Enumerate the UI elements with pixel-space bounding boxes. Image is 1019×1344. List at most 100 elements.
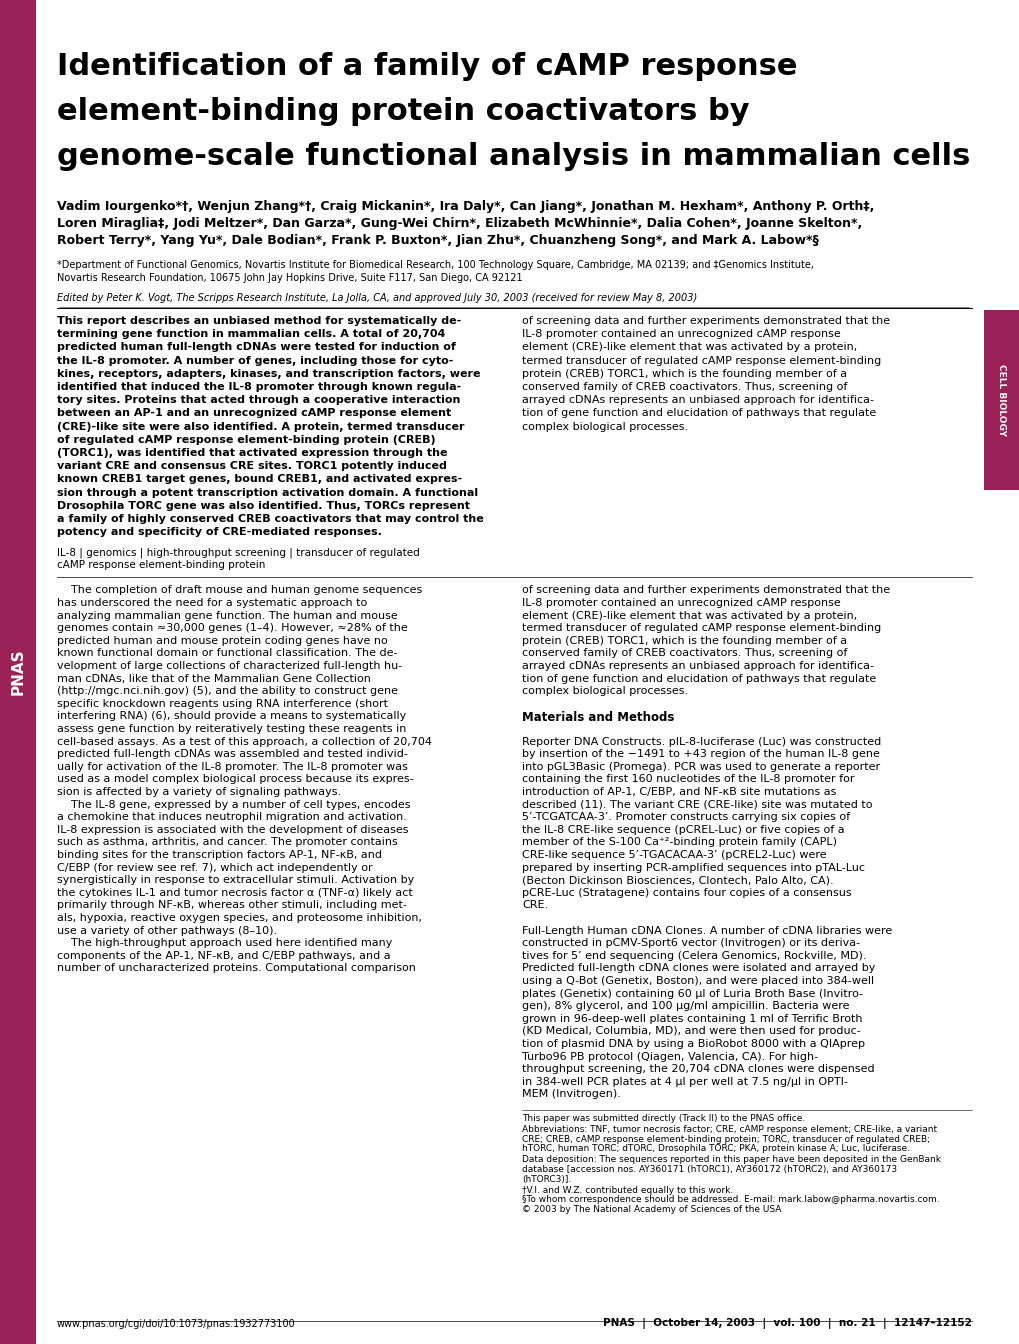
Text: arrayed cDNAs represents an unbiased approach for identifica-: arrayed cDNAs represents an unbiased app… [522,661,873,671]
Text: components of the AP-1, NF-κB, and C/EBP pathways, and a: components of the AP-1, NF-κB, and C/EBP… [57,950,390,961]
Text: tion of gene function and elucidation of pathways that regulate: tion of gene function and elucidation of… [522,409,875,418]
Bar [983,310,1019,491]
Text: sion is affected by a variety of signaling pathways.: sion is affected by a variety of signali… [57,788,340,797]
Text: MEM (Invitrogen).: MEM (Invitrogen). [522,1090,621,1099]
Text: complex biological processes.: complex biological processes. [522,422,688,431]
Text: tory sites. Proteins that acted through a cooperative interaction: tory sites. Proteins that acted through … [57,395,460,405]
Text: termed transducer of regulated cAMP response element-binding: termed transducer of regulated cAMP resp… [522,624,880,633]
Text: (http://mgc.nci.nih.gov) (5), and the ability to construct gene: (http://mgc.nci.nih.gov) (5), and the ab… [57,687,397,696]
Text: synergistically in response to extracellular stimuli. Activation by: synergistically in response to extracell… [57,875,414,886]
Text: containing the first 160 nucleotides of the IL-8 promoter for: containing the first 160 nucleotides of … [522,774,854,785]
Text: (KD Medical, Columbia, MD), and were then used for produc-: (KD Medical, Columbia, MD), and were the… [522,1027,860,1036]
Text: of screening data and further experiments demonstrated that the: of screening data and further experiment… [522,586,890,595]
Text: element (CRE)-like element that was activated by a protein,: element (CRE)-like element that was acti… [522,610,856,621]
Text: als, hypoxia, reactive oxygen species, and proteosome inhibition,: als, hypoxia, reactive oxygen species, a… [57,913,422,923]
Text: Novartis Research Foundation, 10675 John Jay Hopkins Drive, Suite F117, San Dieg: Novartis Research Foundation, 10675 John… [57,273,522,284]
Text: complex biological processes.: complex biological processes. [522,687,688,696]
Text: protein (CREB) TORC1, which is the founding member of a: protein (CREB) TORC1, which is the found… [522,368,847,379]
Text: has underscored the need for a systematic approach to: has underscored the need for a systemati… [57,598,367,607]
Text: the cytokines IL-1 and tumor necrosis factor α (TNF-α) likely act: the cytokines IL-1 and tumor necrosis fa… [57,888,413,898]
Text: Robert Terry*, Yang Yu*, Dale Bodian*, Frank P. Buxton*, Jian Zhu*, Chuanzheng S: Robert Terry*, Yang Yu*, Dale Bodian*, F… [57,234,818,247]
Text: CRE; CREB, cAMP response element-binding protein; TORC, transducer of regulated : CRE; CREB, cAMP response element-binding… [522,1134,929,1144]
Text: velopment of large collections of characterized full-length hu-: velopment of large collections of charac… [57,661,401,671]
Text: termed transducer of regulated cAMP response element-binding: termed transducer of regulated cAMP resp… [522,356,880,366]
Text: Materials and Methods: Materials and Methods [522,711,674,724]
Text: element-binding protein coactivators by: element-binding protein coactivators by [57,97,749,126]
Text: PNAS  |  October 14, 2003  |  vol. 100  |  no. 21  |  12147–12152: PNAS | October 14, 2003 | vol. 100 | no.… [602,1318,971,1329]
Text: ually for activation of the IL-8 promoter. The IL-8 promoter was: ually for activation of the IL-8 promote… [57,762,408,771]
Text: CRE.: CRE. [522,900,547,910]
Text: prepared by inserting PCR-amplified sequences into pTAL-Luc: prepared by inserting PCR-amplified sequ… [522,863,864,872]
Text: IL-8 promoter contained an unrecognized cAMP response: IL-8 promoter contained an unrecognized … [522,598,840,607]
Text: 5’-TCGATCAA-3’. Promoter constructs carrying six copies of: 5’-TCGATCAA-3’. Promoter constructs carr… [522,812,849,823]
Text: predicted human full-length cDNAs were tested for induction of: predicted human full-length cDNAs were t… [57,343,455,352]
Text: †V.I. and W.Z. contributed equally to this work.: †V.I. and W.Z. contributed equally to th… [522,1185,733,1195]
Text: member of the S-100 Ca⁺²-binding protein family (CAPL): member of the S-100 Ca⁺²-binding protein… [522,837,837,848]
Text: (hTORC3)].: (hTORC3)]. [522,1175,571,1184]
Text: the IL-8 promoter. A number of genes, including those for cyto-: the IL-8 promoter. A number of genes, in… [57,356,452,366]
Text: Reporter DNA Constructs. pIL-8-luciferase (Luc) was constructed: Reporter DNA Constructs. pIL-8-luciferas… [522,737,880,747]
Text: tion of plasmid DNA by using a BioRobot 8000 with a QIAprep: tion of plasmid DNA by using a BioRobot … [522,1039,864,1050]
Text: of regulated cAMP response element-binding protein (CREB): of regulated cAMP response element-bindi… [57,435,435,445]
Text: grown in 96-deep-well plates containing 1 ml of Terrific Broth: grown in 96-deep-well plates containing … [522,1013,862,1024]
Text: of screening data and further experiments demonstrated that the: of screening data and further experiment… [522,316,890,327]
Text: Predicted full-length cDNA clones were isolated and arrayed by: Predicted full-length cDNA clones were i… [522,964,874,973]
Text: Data deposition: The sequences reported in this paper have been deposited in the: Data deposition: The sequences reported … [522,1156,941,1164]
Text: variant CRE and consensus CRE sites. TORC1 potently induced: variant CRE and consensus CRE sites. TOR… [57,461,446,472]
Text: The IL-8 gene, expressed by a number of cell types, encodes: The IL-8 gene, expressed by a number of … [57,800,410,809]
Text: known CREB1 target genes, bound CREB1, and activated expres-: known CREB1 target genes, bound CREB1, a… [57,474,462,484]
Text: element (CRE)-like element that was activated by a protein,: element (CRE)-like element that was acti… [522,343,856,352]
Text: (Becton Dickinson Biosciences, Clontech, Palo Alto, CA).: (Becton Dickinson Biosciences, Clontech,… [522,875,833,886]
Text: interfering RNA) (6), should provide a means to systematically: interfering RNA) (6), should provide a m… [57,711,406,722]
Text: Turbo96 PB protocol (Qiagen, Valencia, CA). For high-: Turbo96 PB protocol (Qiagen, Valencia, C… [522,1051,817,1062]
Text: sion through a potent transcription activation domain. A functional: sion through a potent transcription acti… [57,488,478,497]
Text: (CRE)-like site were also identified. A protein, termed transducer: (CRE)-like site were also identified. A … [57,422,464,431]
Text: pCRE-Luc (Stratagene) contains four copies of a consensus: pCRE-Luc (Stratagene) contains four copi… [522,888,851,898]
Text: binding sites for the transcription factors AP-1, NF-κB, and: binding sites for the transcription fact… [57,849,382,860]
Text: Vadim Iourgenko*†, Wenjun Zhang*†, Craig Mickanin*, Ira Daly*, Can Jiang*, Jonat: Vadim Iourgenko*†, Wenjun Zhang*†, Craig… [57,200,873,212]
Text: IL-8 | genomics | high-throughput screening | transducer of regulated: IL-8 | genomics | high-throughput screen… [57,547,420,558]
Text: The high-throughput approach used here identified many: The high-throughput approach used here i… [57,938,392,949]
Text: man cDNAs, like that of the Mammalian Gene Collection: man cDNAs, like that of the Mammalian Ge… [57,673,371,684]
Text: (TORC1), was identified that activated expression through the: (TORC1), was identified that activated e… [57,448,447,458]
Text: a family of highly conserved CREB coactivators that may control the: a family of highly conserved CREB coacti… [57,513,483,524]
Text: predicted human and mouse protein coding genes have no: predicted human and mouse protein coding… [57,636,387,646]
Text: cAMP response element-binding protein: cAMP response element-binding protein [57,560,265,570]
Text: IL-8 expression is associated with the development of diseases: IL-8 expression is associated with the d… [57,825,408,835]
Text: The completion of draft mouse and human genome sequences: The completion of draft mouse and human … [57,586,422,595]
Text: introduction of AP-1, C/EBP, and NF-κB site mutations as: introduction of AP-1, C/EBP, and NF-κB s… [522,788,836,797]
Text: assess gene function by reiteratively testing these reagents in: assess gene function by reiteratively te… [57,724,406,734]
Text: specific knockdown reagents using RNA interference (short: specific knockdown reagents using RNA in… [57,699,387,708]
Text: throughput screening, the 20,704 cDNA clones were dispensed: throughput screening, the 20,704 cDNA cl… [522,1064,873,1074]
Text: cell-based assays. As a test of this approach, a collection of 20,704: cell-based assays. As a test of this app… [57,737,432,747]
Text: the IL-8 CRE-like sequence (pCREL-Luc) or five copies of a: the IL-8 CRE-like sequence (pCREL-Luc) o… [522,825,844,835]
Text: analyzing mammalian gene function. The human and mouse: analyzing mammalian gene function. The h… [57,610,397,621]
Text: identified that induced the IL-8 promoter through known regula-: identified that induced the IL-8 promote… [57,382,461,392]
Text: PNAS: PNAS [10,649,25,695]
Text: Edited by Peter K. Vogt, The Scripps Research Institute, La Jolla, CA, and appro: Edited by Peter K. Vogt, The Scripps Res… [57,293,697,302]
Text: predicted full-length cDNAs was assembled and tested individ-: predicted full-length cDNAs was assemble… [57,749,408,759]
Text: tion of gene function and elucidation of pathways that regulate: tion of gene function and elucidation of… [522,673,875,684]
Text: Full-Length Human cDNA Clones. A number of cDNA libraries were: Full-Length Human cDNA Clones. A number … [522,926,892,935]
Text: used as a model complex biological process because its expres-: used as a model complex biological proce… [57,774,414,785]
Text: into pGL3Basic (Promega). PCR was used to generate a reporter: into pGL3Basic (Promega). PCR was used t… [522,762,879,771]
Bar [0,0,36,1344]
Text: tives for 5’ end sequencing (Celera Genomics, Rockville, MD).: tives for 5’ end sequencing (Celera Geno… [522,950,866,961]
Text: conserved family of CREB coactivators. Thus, screening of: conserved family of CREB coactivators. T… [522,648,847,659]
Text: www.pnas.org/cgi/doi/10.1073/pnas.1932773100: www.pnas.org/cgi/doi/10.1073/pnas.193277… [57,1318,296,1329]
Text: C/EBP (for review see ref. 7), which act independently or: C/EBP (for review see ref. 7), which act… [57,863,372,872]
Text: Loren Miraglia‡, Jodi Meltzer*, Dan Garza*, Gung-Wei Chirn*, Elizabeth McWhinnie: Loren Miraglia‡, Jodi Meltzer*, Dan Garz… [57,216,861,230]
Text: §To whom correspondence should be addressed. E-mail: mark.labow@pharma.novartis.: §To whom correspondence should be addres… [522,1195,938,1204]
Text: © 2003 by The National Academy of Sciences of the USA: © 2003 by The National Academy of Scienc… [522,1206,781,1214]
Text: Drosophila TORC gene was also identified. Thus, TORCs represent: Drosophila TORC gene was also identified… [57,501,470,511]
Text: *Department of Functional Genomics, Novartis Institute for Biomedical Research, : *Department of Functional Genomics, Nova… [57,259,813,270]
Text: using a Q-Bot (Genetix, Boston), and were placed into 384-well: using a Q-Bot (Genetix, Boston), and wer… [522,976,873,986]
Text: IL-8 promoter contained an unrecognized cAMP response: IL-8 promoter contained an unrecognized … [522,329,840,339]
Text: gen), 8% glycerol, and 100 μg/ml ampicillin. Bacteria were: gen), 8% glycerol, and 100 μg/ml ampicil… [522,1001,849,1011]
Text: This paper was submitted directly (Track II) to the PNAS office.: This paper was submitted directly (Track… [522,1114,804,1124]
Text: This report describes an unbiased method for systematically de-: This report describes an unbiased method… [57,316,461,327]
Text: in 384-well PCR plates at 4 μl per well at 7.5 ng/μl in OPTI-: in 384-well PCR plates at 4 μl per well … [522,1077,847,1087]
Text: genomes contain ≈30,000 genes (1–4). However, ≈28% of the: genomes contain ≈30,000 genes (1–4). How… [57,624,408,633]
Text: plates (Genetix) containing 60 μl of Luria Broth Base (Invitro-: plates (Genetix) containing 60 μl of Lur… [522,989,862,999]
Text: primarily through NF-κB, whereas other stimuli, including met-: primarily through NF-κB, whereas other s… [57,900,407,910]
